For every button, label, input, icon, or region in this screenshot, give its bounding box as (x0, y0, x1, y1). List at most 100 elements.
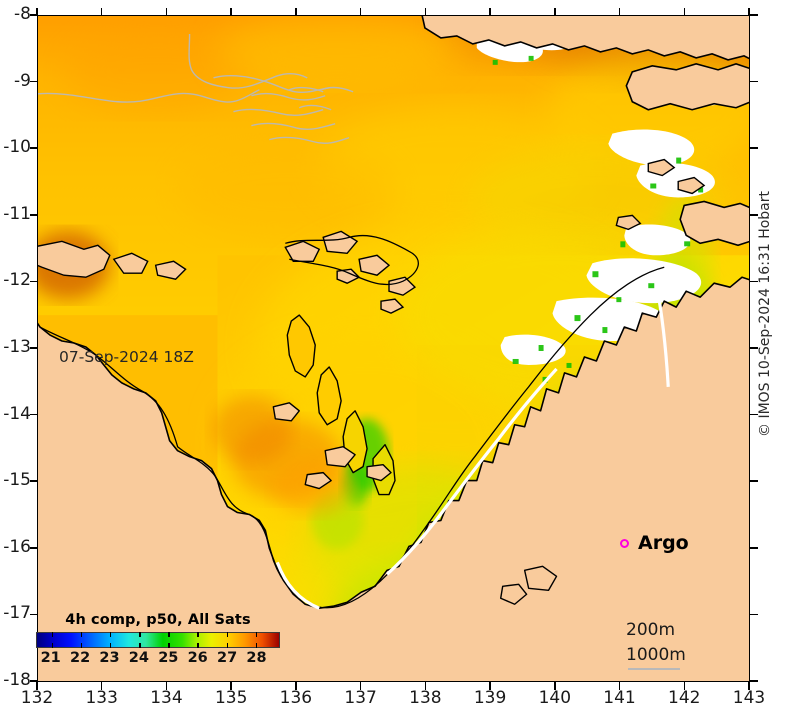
sst-raster (38, 16, 749, 681)
x-axis-tickmark (618, 8, 621, 16)
colorbar-tick-label: 26 (187, 650, 208, 666)
y-axis-tickmark (750, 280, 758, 283)
y-axis-tick-label: -9 (14, 70, 31, 91)
x-axis-tick-label: 134 (150, 688, 183, 708)
colorbar-tickmark (80, 632, 83, 637)
x-axis-tickmark (295, 682, 297, 690)
argo-legend: Argo (620, 532, 689, 554)
colorbar: 4h comp, p50, All Sats 21 22 23 24 25 26 27 28 (18, 612, 298, 670)
x-axis-tickmark (359, 682, 362, 690)
argo-marker-icon (620, 538, 629, 548)
colorbar-tickmark (197, 643, 199, 648)
y-axis-tickmark (30, 214, 38, 216)
timestamp-label: 07-Sep-2024 18Z (59, 348, 194, 366)
y-axis-tickmark (30, 480, 38, 482)
y-axis-tick-label: -16 (3, 536, 31, 557)
y-axis-tick-label: -13 (3, 337, 31, 357)
depth-200m-label: 200m (626, 620, 676, 640)
north-land (421, 16, 749, 247)
x-axis-tickmark (36, 682, 38, 690)
colorbar-tick-label: 25 (158, 650, 179, 666)
colorbar-tickmark (226, 632, 229, 637)
depth-1000m-label: 1000m (626, 644, 686, 665)
y-axis-tickmark (30, 347, 38, 349)
y-axis-tick-label: -10 (3, 137, 31, 158)
x-axis-tickmark (618, 682, 621, 690)
y-axis-tickmark (750, 80, 758, 83)
x-axis-tickmark (100, 682, 103, 690)
y-axis-tickmark (30, 80, 38, 83)
colorbar-tickmark (109, 643, 112, 648)
colorbar-tick-label: 27 (216, 650, 238, 666)
y-axis-tickmark (30, 547, 38, 549)
x-axis-tick-label: 139 (473, 688, 507, 708)
x-axis-tickmark (230, 682, 232, 690)
y-axis-tickmark (750, 547, 758, 549)
y-axis-tickmark (30, 280, 38, 283)
x-axis-tick-label: 141 (603, 688, 636, 708)
y-axis-tick-label: -18 (3, 670, 31, 690)
coast-cloud-fringe (275, 282, 670, 610)
x-axis-tickmark (230, 8, 232, 16)
x-axis-tick-label: 135 (214, 688, 248, 708)
depth-contour-legend: 200m 1000m (626, 620, 686, 670)
y-axis-tickmark (750, 680, 758, 682)
colorbar-tickmarks (37, 632, 279, 648)
x-axis-tick-label: 136 (279, 688, 313, 708)
x-axis-tickmark (489, 8, 491, 16)
colorbar-tickmark (139, 643, 141, 648)
x-axis-tickmark (748, 8, 750, 16)
y-axis-tick-label: -17 (3, 603, 31, 624)
y-axis-tickmark (30, 413, 38, 416)
x-axis-tickmark (748, 682, 750, 690)
x-axis-tickmark (683, 682, 686, 690)
colorbar-tick-label: 28 (246, 650, 267, 666)
x-axis-tickmark (100, 8, 103, 16)
colorbar-tickmark (51, 643, 54, 648)
x-axis-tick-label: 143 (732, 688, 766, 708)
y-axis-tick-label: -12 (3, 270, 31, 291)
x-axis-tickmark (165, 8, 168, 16)
map-plot-area[interactable] (37, 15, 750, 682)
colorbar-tick-label: 21 (40, 650, 61, 666)
colorbar-tickmark (109, 632, 112, 637)
x-axis-tick-label: 133 (85, 688, 118, 708)
x-axis-tickmark (36, 8, 38, 16)
y-axis-tick-label: -11 (3, 203, 31, 224)
colorbar-tickmark (168, 643, 170, 648)
colorbar-title: 4h comp, p50, All Sats (65, 612, 251, 628)
x-axis-tick-label: 140 (538, 688, 572, 708)
y-axis-tickmark (750, 214, 758, 216)
depth-1000m-rule (628, 668, 680, 670)
x-axis-tickmark (295, 8, 297, 16)
y-axis-tick-label: -15 (3, 470, 31, 491)
colorbar-tickmark (255, 632, 258, 637)
x-axis-tickmark (489, 682, 491, 690)
colorbar-tickmark (51, 632, 54, 637)
x-axis-tick-label: 138 (409, 688, 442, 708)
colorbar-tick-label: 22 (70, 650, 91, 666)
depth-contours (38, 33, 354, 144)
colorbar-tick-labels: 21 22 23 24 25 26 27 28 (36, 650, 280, 670)
x-axis-tickmark (424, 8, 427, 16)
colorbar-tickmark (80, 643, 83, 648)
y-axis-tickmark (750, 480, 758, 482)
y-axis-tickmark (750, 347, 758, 349)
y-axis-tickmark (750, 147, 758, 149)
colorbar-tickmark (139, 632, 141, 637)
x-axis-tickmark (683, 8, 686, 16)
y-axis-tickmark (30, 680, 38, 682)
land-polygons (38, 276, 749, 681)
colorbar-tick-label: 23 (99, 650, 120, 666)
credit-text: © IMOS 10-Sep-2024 16:31 Hobart (757, 191, 773, 437)
argo-label: Argo (638, 532, 689, 554)
x-axis-tick-label: 142 (668, 688, 701, 708)
x-axis-tick-label: 132 (20, 688, 54, 708)
y-axis-tickmark (750, 14, 758, 16)
coast-inlets (272, 314, 558, 605)
y-axis-tickmark (750, 613, 758, 616)
y-axis-tickmark (30, 613, 38, 616)
y-axis-tickmark (30, 14, 38, 16)
y-axis-tick-label: -8 (14, 4, 31, 24)
